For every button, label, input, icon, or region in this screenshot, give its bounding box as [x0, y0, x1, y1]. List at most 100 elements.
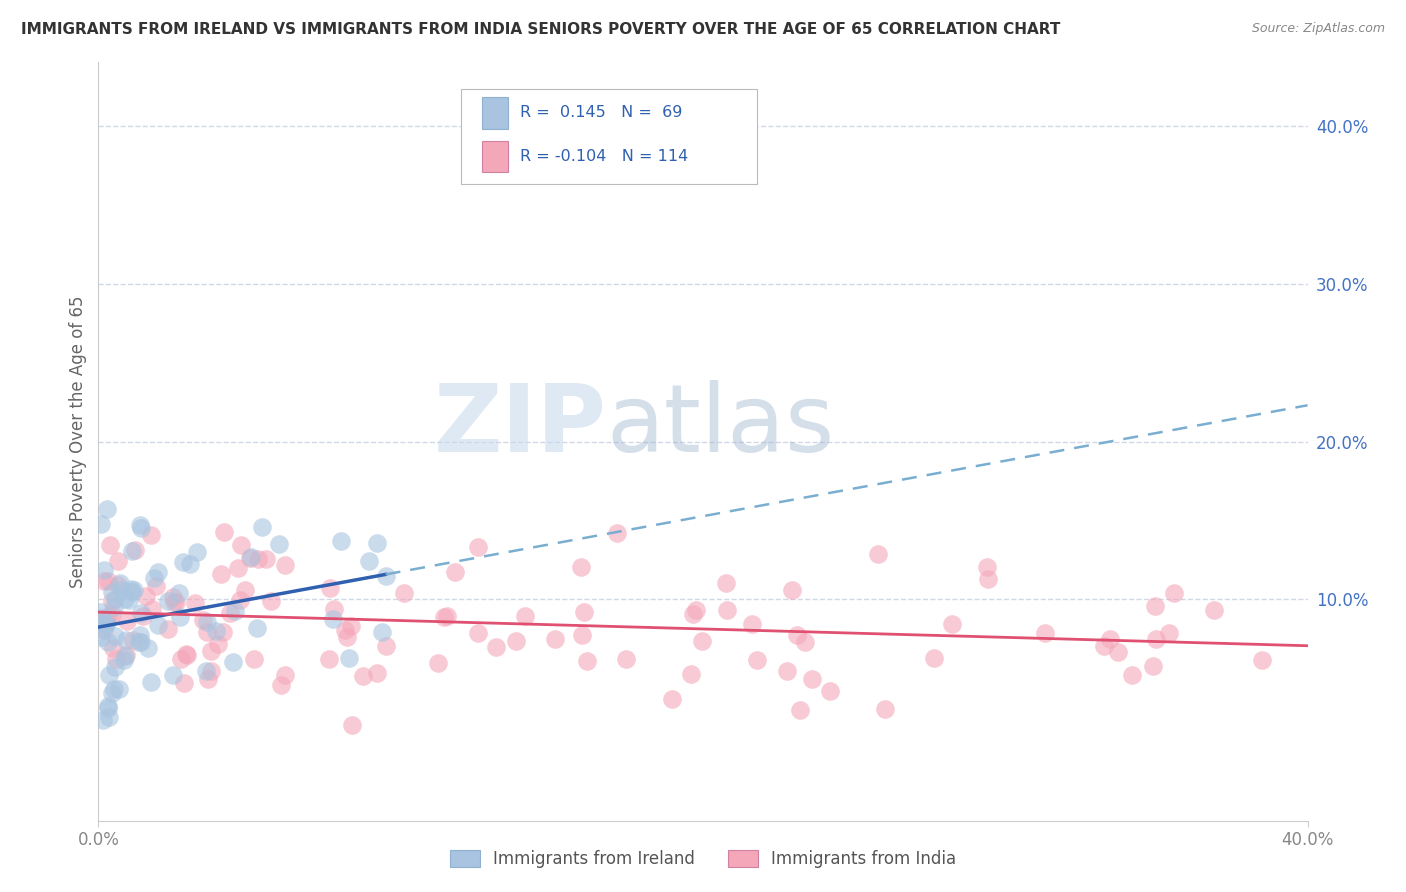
Point	[97, 667, 120, 681]
Point	[873, 702, 896, 716]
Point	[94, 612, 117, 626]
Point	[101, 640, 124, 655]
Point	[485, 640, 508, 654]
Point	[1098, 632, 1121, 646]
Point	[340, 618, 363, 632]
Point	[209, 566, 232, 581]
Point	[274, 558, 297, 572]
Point	[1033, 626, 1056, 640]
Point	[191, 613, 214, 627]
Point	[274, 667, 297, 681]
Point	[146, 618, 169, 632]
Point	[94, 617, 117, 632]
Point	[90, 630, 112, 644]
Point	[124, 583, 146, 598]
Point	[318, 652, 340, 666]
Point	[571, 559, 593, 574]
Point	[110, 583, 132, 598]
Point	[128, 517, 150, 532]
Point	[121, 633, 143, 648]
Point	[1107, 645, 1129, 659]
Point	[467, 626, 489, 640]
Point	[513, 608, 536, 623]
Point	[96, 699, 118, 714]
Point	[91, 713, 114, 727]
Bar	[482, 141, 509, 172]
Point	[184, 596, 207, 610]
Point	[207, 637, 229, 651]
Point	[200, 644, 222, 658]
Point	[1121, 668, 1143, 682]
Point	[97, 635, 120, 649]
Point	[329, 534, 352, 549]
Point	[246, 621, 269, 635]
Point	[222, 655, 245, 669]
Point	[101, 685, 124, 699]
Point	[115, 614, 138, 628]
Text: R =  0.145   N =  69: R = 0.145 N = 69	[520, 105, 683, 120]
Point	[93, 563, 115, 577]
Point	[224, 604, 246, 618]
Point	[1159, 625, 1181, 640]
Point	[169, 586, 191, 600]
Bar	[482, 97, 509, 128]
Point	[129, 628, 152, 642]
Point	[690, 633, 713, 648]
Point	[371, 624, 394, 639]
Point	[571, 628, 593, 642]
Point	[1143, 599, 1166, 613]
Point	[741, 616, 763, 631]
Point	[128, 635, 150, 649]
Point	[374, 569, 396, 583]
Point	[1142, 658, 1164, 673]
Point	[101, 607, 124, 622]
Point	[131, 521, 153, 535]
Point	[90, 517, 112, 532]
Point	[124, 543, 146, 558]
Point	[818, 684, 841, 698]
Point	[977, 572, 1000, 586]
Text: Source: ZipAtlas.com: Source: ZipAtlas.com	[1251, 22, 1385, 36]
Point	[114, 592, 136, 607]
Point	[467, 540, 489, 554]
Point	[1144, 632, 1167, 646]
Point	[162, 590, 184, 604]
Point	[135, 590, 157, 604]
Point	[260, 594, 283, 608]
Point	[269, 536, 291, 550]
Point	[174, 648, 197, 662]
Point	[90, 621, 112, 635]
Point	[352, 669, 374, 683]
Point	[1092, 640, 1115, 654]
Point	[716, 603, 738, 617]
Point	[162, 667, 184, 681]
Point	[98, 538, 121, 552]
Point	[685, 602, 707, 616]
Point	[165, 595, 187, 609]
Point	[172, 555, 194, 569]
Point	[179, 557, 201, 571]
Point	[157, 594, 180, 608]
Point	[114, 649, 136, 664]
Point	[426, 656, 449, 670]
Point	[129, 635, 152, 649]
Text: atlas: atlas	[606, 380, 835, 473]
Point	[679, 667, 702, 681]
Point	[1251, 653, 1274, 667]
Point	[104, 652, 127, 666]
Point	[146, 565, 169, 579]
Point	[115, 632, 138, 647]
Point	[322, 612, 344, 626]
Point	[108, 575, 131, 590]
Point	[112, 653, 135, 667]
Point	[195, 625, 218, 640]
Point	[107, 578, 129, 592]
Point	[747, 653, 769, 667]
Point	[121, 585, 143, 599]
Point	[200, 664, 222, 678]
Point	[96, 501, 118, 516]
Point	[606, 525, 628, 540]
Point	[120, 582, 142, 596]
Point	[333, 624, 356, 638]
Point	[319, 582, 342, 596]
